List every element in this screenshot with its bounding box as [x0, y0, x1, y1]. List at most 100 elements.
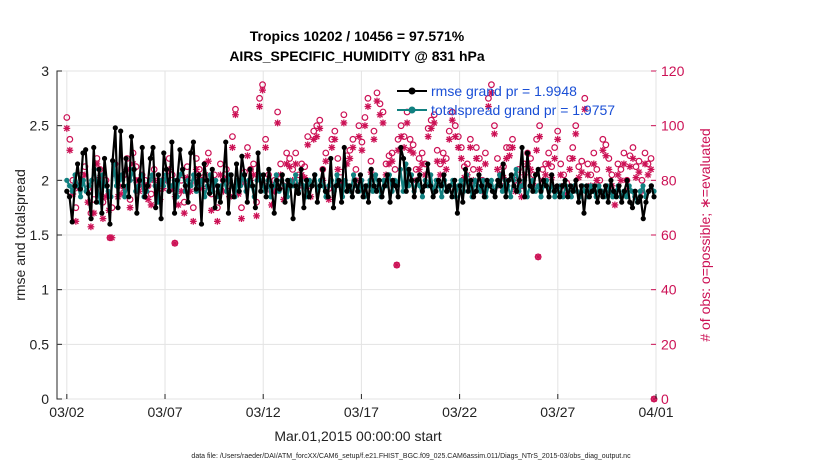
- rmse-point: [376, 177, 382, 183]
- rmse-point: [406, 166, 412, 172]
- rmse-point: [330, 205, 337, 211]
- obs-possible-point: [557, 160, 565, 168]
- rmse-point: [651, 194, 657, 200]
- rmse-point: [250, 183, 256, 189]
- rmse-point: [419, 188, 425, 194]
- series-layer: [63, 81, 658, 403]
- rmse-point: [236, 188, 242, 194]
- rmse-point: [449, 194, 455, 200]
- obs-evaluated-point: [418, 160, 426, 168]
- spread-point: [499, 188, 506, 194]
- rmse-point: [131, 166, 137, 172]
- rmse-point: [637, 194, 644, 200]
- spread-line: [65, 162, 656, 204]
- spread-point: [513, 166, 519, 172]
- obs-evaluated-point: [647, 166, 655, 173]
- rmse-point: [239, 153, 245, 159]
- rmse-point: [72, 183, 78, 189]
- obs-possible-point: [509, 135, 516, 143]
- rmse-point: [110, 158, 116, 164]
- rmse-point: [314, 199, 320, 205]
- obs-possible-point: [451, 122, 459, 130]
- obs-evaluated-point: [593, 176, 601, 184]
- rmse-point: [153, 205, 159, 211]
- obs-evaluated-point: [244, 152, 251, 160]
- obs-evaluated-point: [328, 144, 336, 151]
- spread-point: [458, 177, 464, 183]
- rmse-point: [403, 188, 409, 194]
- rmse-point: [497, 183, 504, 189]
- legend-rmse-marker: [408, 87, 416, 95]
- obs-possible-point: [602, 141, 610, 149]
- obs-possible-point: [367, 157, 375, 165]
- rmse-point: [123, 155, 129, 162]
- spread-point: [588, 183, 594, 189]
- rmse-point: [66, 194, 73, 200]
- obs-evaluated-point: [578, 168, 586, 176]
- obs-evaluated-point: [424, 133, 432, 140]
- spread-point: [488, 177, 494, 183]
- rmse-point: [295, 190, 302, 197]
- rmse-point: [565, 194, 571, 200]
- axis-ticks: 03/02 03/07 03/12 03/17 03/22 03/27 04/0100.51…: [30, 63, 685, 420]
- rmse-point: [317, 183, 323, 189]
- obs-possible-point: [262, 135, 269, 143]
- rmse-point: [303, 177, 310, 183]
- chart-title: Tropics 10202 / 10456 = 97.571%: [250, 28, 465, 44]
- obs-evaluated-point: [605, 166, 613, 173]
- rmse-point: [643, 199, 649, 205]
- obs-possible-point: [641, 149, 649, 157]
- obs-possible-point: [349, 135, 357, 143]
- obs-evaluated-point: [581, 105, 589, 113]
- rmse-point: [333, 183, 339, 189]
- obs-evaluated-point: [641, 160, 649, 168]
- y-right-tick-label: 20: [661, 336, 677, 352]
- rmse-point: [492, 194, 498, 200]
- rmse-point: [145, 183, 151, 189]
- y-tick-label: 2.5: [30, 118, 50, 134]
- rmse-point: [532, 172, 539, 178]
- rmse-point: [150, 144, 156, 151]
- obs-evaluated-point: [262, 144, 269, 151]
- y-axis-label: rmse and totalspread: [12, 169, 28, 301]
- rmse-point: [435, 177, 442, 183]
- rmse-point: [409, 177, 415, 183]
- rmse-point: [174, 177, 180, 183]
- rmse-point: [479, 183, 485, 189]
- rmse-point: [115, 205, 121, 211]
- obs-possible-point: [415, 155, 423, 162]
- obs-evaluated-point: [534, 253, 542, 261]
- x-tick-label: 04/01: [638, 404, 673, 420]
- rmse-point: [581, 210, 587, 216]
- rmse-point: [341, 144, 347, 151]
- rmse-point: [215, 183, 221, 189]
- obs-evaluated-point: [611, 201, 619, 209]
- obs-evaluated-point: [349, 144, 357, 151]
- obs-evaluated-point: [509, 144, 516, 151]
- obs-possible-point: [409, 141, 417, 149]
- obs-evaluated-point: [415, 166, 423, 173]
- rmse-point: [69, 219, 75, 225]
- obs-evaluated-point: [403, 119, 411, 127]
- rmse-point: [209, 166, 215, 172]
- obs-evaluated-point: [494, 166, 501, 173]
- legend-spread-marker: [408, 106, 416, 114]
- rmse-point: [551, 188, 557, 194]
- obs-evaluated-point: [602, 152, 610, 160]
- chart-subtitle: AIRS_SPECIFIC_HUMIDITY @ 831 hPa: [229, 48, 485, 64]
- obs-evaluated-point: [87, 223, 95, 231]
- spread-point: [64, 177, 70, 183]
- obs-evaluated-point: [566, 166, 574, 173]
- obs-possible-point: [418, 149, 426, 157]
- rmse-point: [578, 183, 584, 189]
- obs-evaluated-point: [174, 201, 182, 209]
- obs-evaluated-point: [189, 217, 197, 225]
- obs-evaluated-point: [433, 157, 441, 165]
- rmse-point: [99, 210, 105, 216]
- rmse-point: [287, 183, 293, 189]
- rmse-point: [640, 216, 646, 222]
- rmse-point: [514, 188, 520, 194]
- rmse-point: [274, 177, 280, 183]
- obs-evaluated-point: [644, 171, 652, 179]
- obs-evaluated-point: [171, 239, 179, 247]
